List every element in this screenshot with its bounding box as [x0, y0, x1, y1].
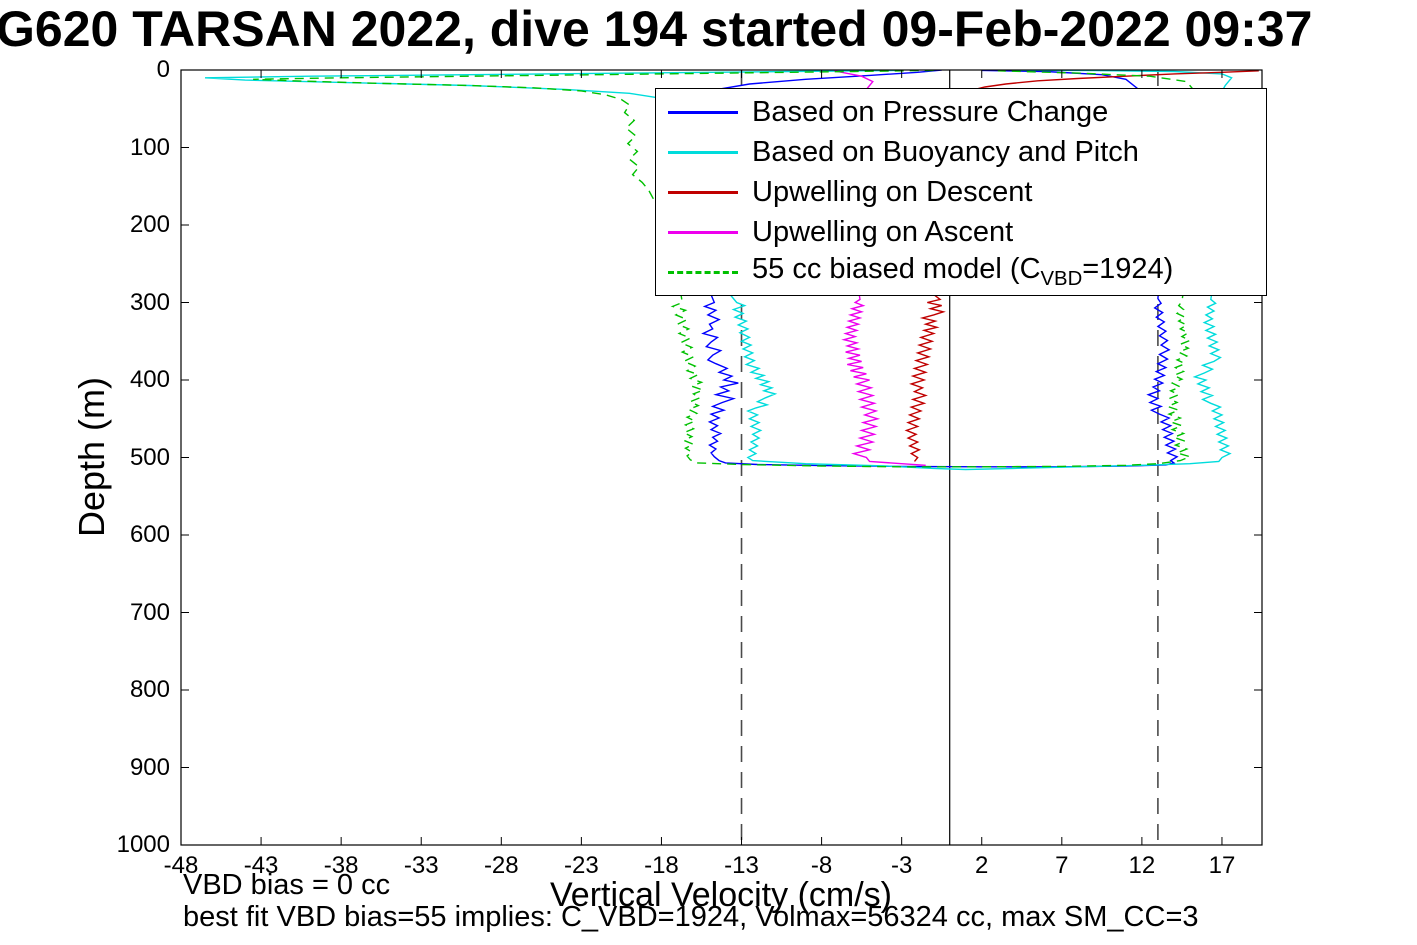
legend-label: 55 cc biased model (CVBD=1924) [752, 253, 1173, 291]
legend-line-sample-blue [668, 110, 738, 114]
legend-label-pre: 55 cc biased model (C [752, 253, 1041, 286]
best-fit-annotation: best fit VBD bias=55 implies: C_VBD=1924… [183, 901, 1199, 933]
legend-line-sample-red [668, 190, 738, 194]
legend-line-sample-cyan [668, 150, 738, 154]
legend-entry-upwelling-ascent: Upwelling on Ascent [668, 212, 1266, 252]
legend: Based on Pressure Change Based on Buoyan… [655, 88, 1267, 296]
legend-entry-buoyancy-pitch: Based on Buoyancy and Pitch [668, 132, 1266, 172]
legend-label: Based on Pressure Change [752, 95, 1109, 128]
legend-label: Upwelling on Ascent [752, 215, 1014, 248]
legend-label: Based on Buoyancy and Pitch [752, 135, 1139, 168]
vbd-bias-annotation: VBD bias = 0 cc [183, 869, 391, 901]
legend-label-post: =1924) [1082, 253, 1174, 286]
y-axis-label: Depth (m) [71, 376, 112, 538]
series-biased-model [253, 70, 1194, 468]
legend-line-sample-magenta [668, 230, 738, 234]
legend-entry-biased-model: 55 cc biased model (CVBD=1924) [668, 252, 1266, 292]
legend-label-sub: VBD [1040, 267, 1083, 290]
legend-line-sample-green-dashed [668, 270, 738, 274]
legend-entry-upwelling-descent: Upwelling on Descent [668, 172, 1266, 212]
legend-label: Upwelling on Descent [752, 175, 1033, 208]
figure-title: G620 TARSAN 2022, dive 194 started 09-Fe… [0, 1, 1313, 57]
legend-entry-pressure-change: Based on Pressure Change [668, 92, 1266, 132]
x-axis-label: Vertical Velocity (cm/s) [550, 876, 892, 914]
